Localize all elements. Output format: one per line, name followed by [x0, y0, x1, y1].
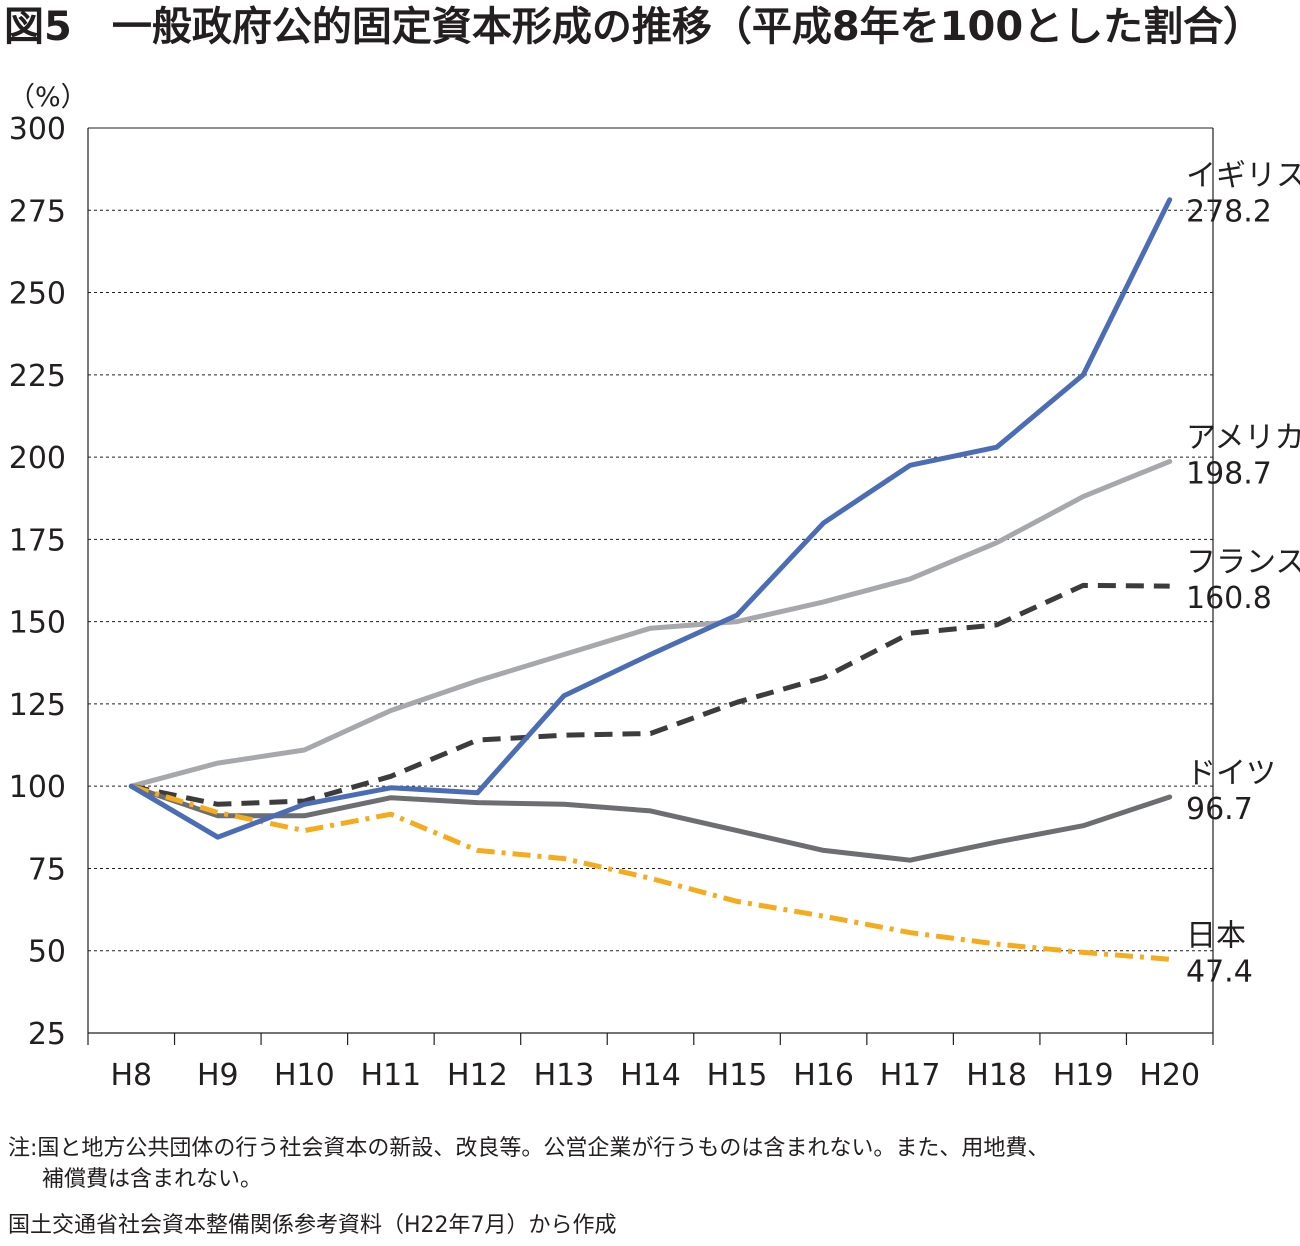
y-tick-label: 275	[9, 194, 66, 229]
x-tick-label: H8	[110, 1058, 152, 1093]
series-value-label: 96.7	[1186, 792, 1253, 827]
axes	[87, 128, 1214, 1045]
y-tick-label: 75	[28, 852, 66, 887]
y-tick-label: 200	[9, 441, 66, 476]
x-tick-label: H14	[620, 1058, 681, 1093]
y-axis-unit: （%）	[8, 82, 88, 113]
series-value-label: 47.4	[1186, 954, 1253, 989]
x-tick-label: H9	[197, 1058, 239, 1093]
x-tick-label: H16	[793, 1058, 854, 1093]
series-line-0	[128, 458, 1173, 789]
note-line-1: 注:国と地方公共団体の行う社会資本の新設、改良等。公営企業が行うものは含まれない…	[8, 1136, 1049, 1161]
note-line-2: 補償費は含まれない。	[42, 1167, 262, 1192]
series-name-label: イギリス	[1186, 159, 1300, 194]
y-tick-label: 175	[9, 523, 66, 558]
y-tick-label: 50	[28, 935, 66, 970]
source-note: 国土交通省社会資本整備関係参考資料（H22年7月）から作成	[8, 1213, 617, 1238]
series-name-label: ドイツ	[1186, 756, 1276, 791]
x-tick-label: H17	[880, 1058, 941, 1093]
x-tick-label: H11	[361, 1058, 422, 1093]
x-tick-label: H12	[447, 1058, 508, 1093]
series-line-3	[130, 783, 1170, 962]
y-tick-label: 250	[9, 277, 66, 312]
gridlines	[88, 127, 1213, 952]
series-lines	[128, 197, 1173, 962]
series-line-4	[128, 197, 1173, 840]
x-tick-labels: H8 H9 H10 H11 H12 H13 H14 H15 H16 H17 H18 H19 H20	[110, 1058, 1200, 1093]
y-tick-label: 150	[9, 606, 66, 641]
x-tick-label: H18	[966, 1058, 1027, 1093]
x-tick-label: H15	[707, 1058, 768, 1093]
series-line-1	[130, 582, 1170, 807]
chart-title: 図5 一般政府公的固定資本形成の推移（平成8年を100とした割合）	[4, 4, 1263, 50]
series-name-label: フランス	[1186, 545, 1300, 580]
y-tick-labels: 300 275 250 225 200 175 150 125 100 75 50 25	[9, 112, 66, 1052]
series-value-label: 198.7	[1186, 456, 1272, 491]
series-value-label: 160.8	[1186, 581, 1272, 616]
series-name-label: 日本	[1186, 918, 1246, 953]
x-tick-label: H10	[274, 1058, 335, 1093]
y-tick-label: 225	[9, 359, 66, 394]
x-tick-label: H20	[1139, 1058, 1200, 1093]
series-value-label: 278.2	[1186, 195, 1272, 230]
series-line-2	[128, 783, 1173, 863]
y-tick-label: 300	[9, 112, 66, 147]
y-tick-label: 125	[9, 688, 66, 723]
x-tick-label: H13	[534, 1058, 595, 1093]
y-tick-label: 100	[9, 770, 66, 805]
x-tick-label: H19	[1053, 1058, 1114, 1093]
series-name-label: アメリカ	[1186, 420, 1300, 455]
y-tick-label: 25	[28, 1017, 66, 1052]
